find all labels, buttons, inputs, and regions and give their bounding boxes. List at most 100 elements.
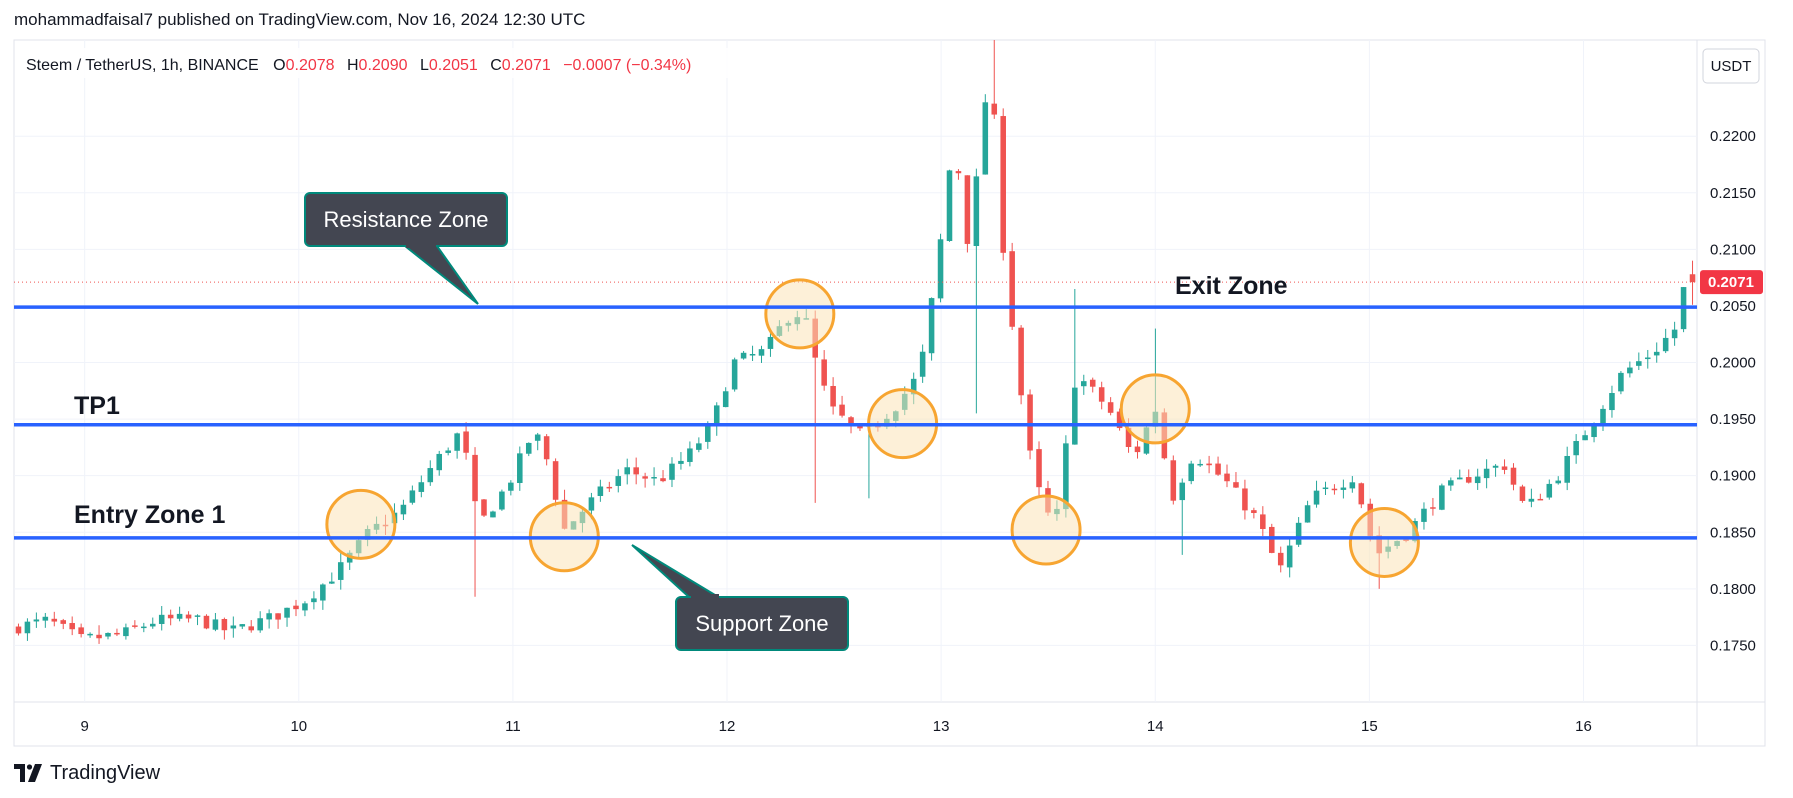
- candle-body: [1627, 367, 1633, 374]
- candle-body: [490, 511, 496, 518]
- candle-body: [642, 476, 648, 479]
- candle-body: [257, 618, 263, 631]
- candle-body: [1573, 441, 1579, 456]
- candle-body: [749, 353, 756, 356]
- currency-button[interactable]: USDT: [1702, 48, 1760, 84]
- candle-body: [1636, 361, 1642, 366]
- candle-body: [114, 632, 120, 635]
- time-axis-ticks: 9 10 11 12 13 14 15 16: [80, 718, 1591, 735]
- candle-body: [445, 450, 451, 453]
- ohlc-legend: Steem / TetherUS, 1h, BINANCE O0.2078 H0…: [26, 57, 691, 74]
- resistance-zone-callout[interactable]: Resistance Zone: [304, 192, 508, 305]
- candle-body: [830, 385, 836, 407]
- candle-body: [1448, 480, 1454, 486]
- candle-body: [167, 614, 174, 619]
- candle-body: [69, 623, 75, 630]
- price-tick-label: 0.1750: [1710, 637, 1756, 654]
- support-zone-callout[interactable]: Support Zone: [631, 544, 849, 651]
- candle-body: [185, 614, 192, 619]
- candle-body: [651, 477, 657, 479]
- candle-body: [1304, 505, 1311, 523]
- candle-body: [1662, 337, 1669, 352]
- price-tick-label: 0.2000: [1710, 355, 1756, 372]
- highlight-circle: [1348, 506, 1420, 578]
- candle-body: [543, 436, 550, 460]
- candle-body: [848, 417, 854, 424]
- candle-body: [1465, 477, 1472, 483]
- candle-body: [499, 491, 505, 510]
- candle-body: [436, 453, 443, 471]
- time-tick-label: 11: [505, 718, 521, 735]
- candle-body: [1242, 488, 1248, 511]
- tp1-label: TP1: [74, 392, 120, 420]
- candle-body: [221, 619, 228, 631]
- candle-body: [1063, 443, 1069, 510]
- candle-body: [1331, 488, 1338, 491]
- candle-body: [1421, 508, 1427, 522]
- candle-body: [713, 405, 720, 427]
- candle-body: [1233, 482, 1239, 488]
- candle-body: [1609, 393, 1615, 411]
- time-tick-label: 9: [80, 718, 88, 735]
- time-tick-label: 14: [1147, 718, 1164, 735]
- candle-body: [78, 627, 84, 635]
- candle-body: [1179, 482, 1186, 501]
- candle-body: [767, 336, 774, 349]
- candle-body: [660, 478, 666, 482]
- candle-body: [1313, 490, 1320, 505]
- support-zone-text: Support Zone: [695, 611, 828, 636]
- candle-body: [1546, 483, 1553, 498]
- candle-body: [141, 626, 147, 629]
- candle-body: [1072, 387, 1078, 445]
- candle-body: [1009, 251, 1015, 327]
- candle-body: [928, 298, 935, 354]
- price-tick-label: 0.2150: [1710, 185, 1756, 202]
- chart-frame-border: [13, 39, 1766, 747]
- currency-button-label: USDT: [1711, 58, 1752, 75]
- candle-body: [534, 434, 541, 441]
- candle-body: [311, 598, 317, 603]
- candle-body: [1322, 487, 1329, 490]
- candle-body: [1081, 381, 1087, 387]
- candle-body: [946, 170, 953, 242]
- tradingview-logo[interactable]: TradingView: [14, 760, 160, 786]
- candle-body: [588, 497, 595, 511]
- last-price-value: 0.2071: [1708, 274, 1754, 291]
- candle-body: [1116, 411, 1123, 429]
- candle-body: [1170, 460, 1177, 501]
- candle-body: [105, 632, 111, 637]
- candle-body: [606, 486, 613, 489]
- candle-body: [1107, 402, 1114, 413]
- candle-body: [597, 486, 604, 496]
- highlight-circle: [1119, 373, 1191, 445]
- candle-body: [1358, 483, 1365, 505]
- symbol-label[interactable]: Steem / TetherUS, 1h, BINANCE: [26, 57, 259, 74]
- candle-body: [1349, 482, 1356, 489]
- candle-body: [42, 616, 49, 621]
- candle-body: [239, 624, 246, 627]
- candle-body: [60, 620, 67, 624]
- time-tick-label: 13: [933, 718, 950, 735]
- candle-body: [991, 103, 998, 115]
- candle-body: [633, 467, 639, 475]
- candle-body: [266, 613, 272, 620]
- candle-body: [293, 605, 299, 610]
- time-tick-label: 12: [719, 718, 736, 735]
- candle-body: [1483, 468, 1490, 479]
- price-tick-label: 0.1850: [1710, 524, 1756, 541]
- time-tick-label: 16: [1575, 718, 1592, 735]
- candle-body: [149, 623, 156, 627]
- gridlines: [14, 40, 1697, 702]
- candle-body: [1501, 466, 1508, 470]
- candle-body: [427, 468, 434, 483]
- candle-body: [1600, 408, 1606, 425]
- candle-body: [678, 460, 684, 464]
- highlight-circle: [1010, 494, 1082, 566]
- candle-body: [1251, 510, 1257, 513]
- candle-body: [1653, 351, 1660, 356]
- candle-body: [24, 621, 31, 634]
- price-tick-label: 0.2200: [1710, 128, 1756, 145]
- entry-zone-1-label: Entry Zone 1: [74, 501, 226, 529]
- candle-body: [955, 171, 962, 174]
